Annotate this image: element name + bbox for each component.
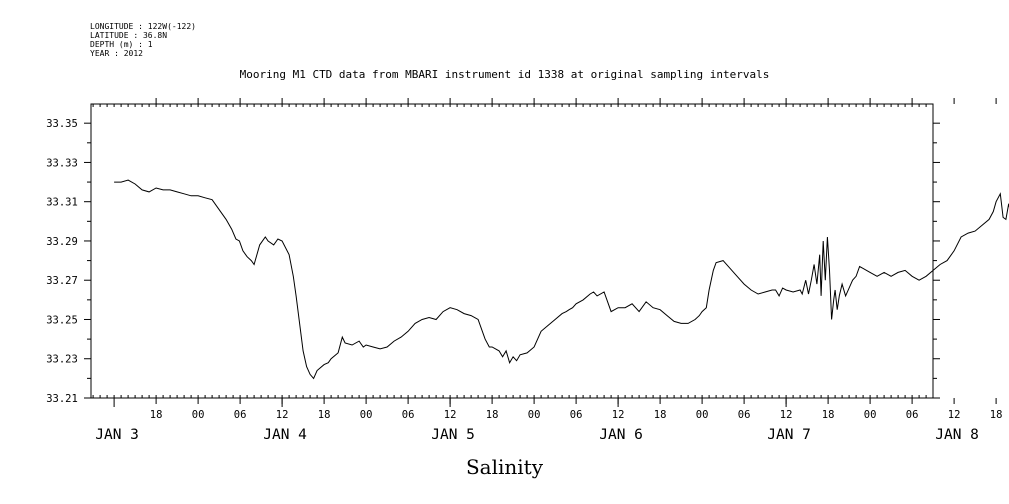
x-tick-label: 12: [276, 409, 289, 421]
x-tick-label: 06: [906, 409, 919, 421]
x-axis-label: Salinity: [465, 455, 544, 479]
y-tick-label: 33.27: [46, 275, 78, 287]
x-tick-labels: 18 00 06 12 18 00 06 12 18 00 06 12 18 00 06 12 18 00 06 12…: [95, 409, 1003, 443]
salinity-series-line: [114, 179, 1009, 380]
x-tick-label: 00: [192, 409, 205, 421]
x-tick-label: 00: [864, 409, 877, 421]
x-tick-label: 12: [948, 409, 961, 421]
y-tick-labels: 33.21 33.23 33.25 33.27 33.29 33.31 33.33 33.35: [46, 118, 78, 405]
x-tick-label: 06: [570, 409, 583, 421]
y-tick-label: 33.21: [46, 393, 78, 405]
x-day-label: JAN 8: [935, 427, 979, 443]
metadata-block: LONGITUDE : 122W(-122) LATITUDE : 36.8N …: [90, 22, 196, 58]
chart-title: Mooring M1 CTD data from MBARI instrumen…: [239, 68, 770, 81]
x-tick-label: 06: [234, 409, 247, 421]
x-tick-label: 18: [150, 409, 163, 421]
minor-x-ticks: [92, 104, 927, 398]
depth-label: DEPTH (m) : 1: [90, 40, 153, 49]
x-tick-label: 00: [360, 409, 373, 421]
x-tick-label: 18: [486, 409, 499, 421]
y-tick-label: 33.25: [46, 314, 78, 326]
x-tick-label: 12: [780, 409, 793, 421]
x-tick-label: 18: [822, 409, 835, 421]
x-tick-label: 18: [990, 409, 1003, 421]
x-day-label: JAN 5: [431, 427, 475, 443]
x-tick-label: 06: [738, 409, 751, 421]
y-tick-label: 33.23: [46, 354, 78, 366]
x-tick-label: 12: [612, 409, 625, 421]
longitude-label: LONGITUDE : 122W(-122): [90, 22, 196, 31]
y-tick-label: 33.33: [46, 157, 78, 169]
x-tick-label: 06: [402, 409, 415, 421]
y-tick-label: 33.35: [46, 118, 78, 130]
y-tick-label: 33.29: [46, 236, 78, 248]
year-label: YEAR : 2012: [90, 49, 143, 58]
x-tick-label: 18: [318, 409, 331, 421]
x-day-label: JAN 4: [263, 427, 307, 443]
x-tick-label: 12: [444, 409, 457, 421]
x-tick-label: 18: [654, 409, 667, 421]
x-day-label: JAN 6: [599, 427, 643, 443]
x-tick-label: 00: [528, 409, 541, 421]
y-tick-label: 33.31: [46, 197, 78, 209]
tick-marks: [84, 98, 997, 407]
x-tick-label: 00: [696, 409, 709, 421]
x-day-label: JAN 7: [767, 427, 811, 443]
latitude-label: LATITUDE : 36.8N: [90, 31, 168, 40]
x-day-label: JAN 3: [95, 427, 139, 443]
plot-frame: [90, 103, 934, 399]
